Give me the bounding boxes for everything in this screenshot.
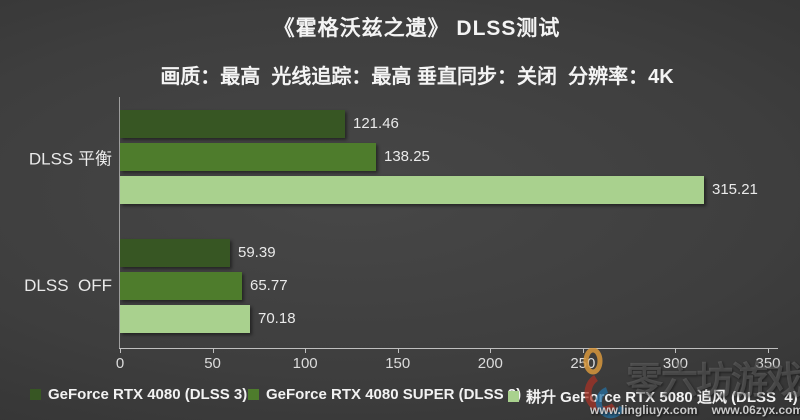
axis-tick xyxy=(397,348,399,353)
legend-item: GeForce RTX 4080 SUPER (DLSS 3) xyxy=(248,386,521,403)
watermark-url-1: www.lingliuyx.com xyxy=(590,403,698,417)
axis-tick xyxy=(768,348,769,353)
bar xyxy=(120,176,704,204)
axis-tick-label: 100 xyxy=(292,355,318,372)
watermark-brand-text: 零六坊游戏 xyxy=(626,360,800,401)
bar-value-label: 315.21 xyxy=(712,181,758,198)
chart-title: 《霍格沃兹之遗》 DLSS测试 xyxy=(273,17,561,40)
legend-label: GeForce RTX 4080 (DLSS 3) xyxy=(48,386,248,403)
axis-tick xyxy=(120,348,121,353)
watermark-url-2: www.06zyx.com xyxy=(711,403,800,417)
axis-tick-label: 200 xyxy=(477,355,503,372)
watermark-urls: www.lingliuyx.com www.06zyx.com xyxy=(590,403,800,417)
legend-swatch-icon xyxy=(30,389,41,400)
axis-tick xyxy=(675,348,677,353)
axis-tick-label: 350 xyxy=(755,355,781,372)
chart-subtitle: 画质：最高 光线追踪：最高 垂直同步：关闭 分辨率：4K xyxy=(160,66,674,88)
bar-value-label: 59.39 xyxy=(238,244,276,261)
bar-value-label: 121.46 xyxy=(353,115,399,132)
watermark-logo-icon xyxy=(583,348,625,419)
bar xyxy=(120,110,345,138)
axis-tick xyxy=(490,348,492,353)
legend-label: GeForce RTX 4080 SUPER (DLSS 3) xyxy=(266,386,522,403)
legend-swatch-icon xyxy=(248,389,259,400)
category-label: DLSS 平衡 xyxy=(28,149,112,169)
axis-tick-label: 150 xyxy=(385,355,411,372)
bar-value-label: 70.18 xyxy=(258,310,296,327)
axis-tick xyxy=(212,348,214,353)
axis-tick xyxy=(305,348,307,353)
bar xyxy=(120,272,242,300)
legend-swatch-icon xyxy=(508,391,519,402)
axis-tick-label: 50 xyxy=(204,355,221,372)
legend-item: GeForce RTX 4080 (DLSS 3) xyxy=(30,386,247,403)
bar xyxy=(120,239,230,267)
axis-tick-label: 0 xyxy=(115,355,125,372)
category-label: DLSS OFF xyxy=(24,276,112,295)
axis-tick-label: 300 xyxy=(662,355,688,372)
bar-value-label: 138.25 xyxy=(384,148,430,165)
bar xyxy=(120,143,376,171)
category-axis-line xyxy=(119,348,778,349)
bar xyxy=(120,305,250,333)
bar-value-label: 65.77 xyxy=(250,277,288,294)
value-axis-line xyxy=(119,97,120,348)
axis-tick xyxy=(582,348,584,353)
